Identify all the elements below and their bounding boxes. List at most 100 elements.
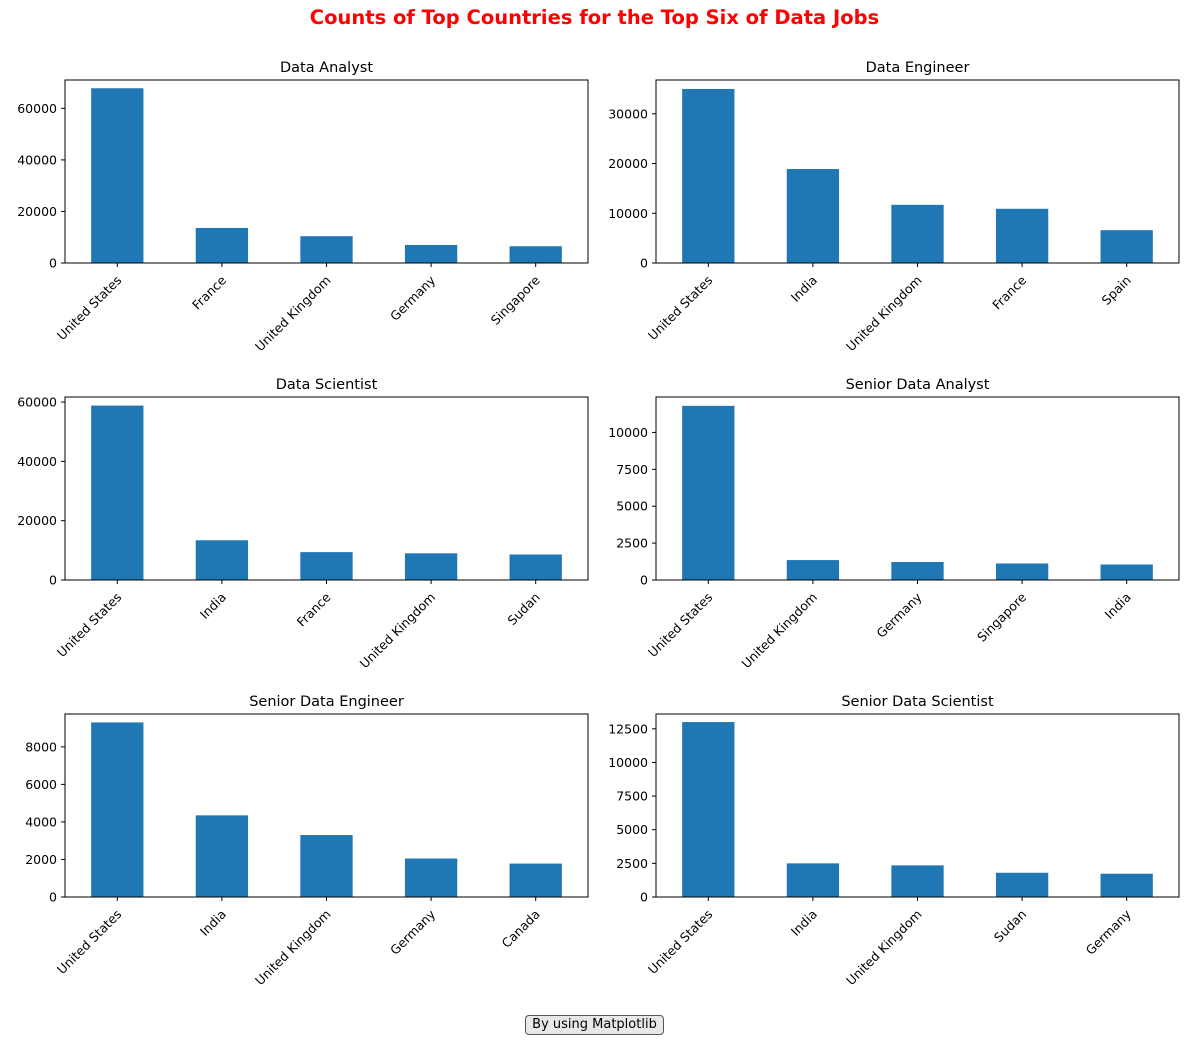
x-tick-label: United States [645, 273, 715, 343]
x-tick-label: Germany [387, 272, 439, 324]
y-tick-label: 4000 [25, 814, 57, 829]
x-tick-label: United States [54, 907, 124, 977]
bar-4 [404, 858, 458, 897]
x-tick-label: United States [54, 273, 124, 343]
x-tick-label: France [294, 589, 334, 629]
bar-2 [195, 815, 249, 897]
y-tick-label: 2500 [616, 536, 648, 551]
chart-title: Data Engineer [866, 60, 970, 76]
bar-5 [1100, 873, 1153, 897]
y-tick-label: 7500 [616, 789, 648, 804]
chart-panel-1: Data Analyst 0 20000 40000 60000 United State… [17, 60, 589, 355]
x-tick-label: Sudan [991, 907, 1029, 945]
bar-3 [891, 865, 944, 897]
bar-4 [404, 244, 458, 263]
bar-2 [195, 227, 249, 263]
bar-2 [786, 560, 840, 580]
bar-1 [682, 722, 735, 897]
chart-panel-5: Senior Data Engineer 0 2000 4000 6000 8000 Uni… [25, 694, 589, 989]
y-tick-label: 2000 [25, 852, 57, 867]
bar-2 [786, 863, 840, 897]
y-tick-label: 0 [640, 256, 648, 271]
y-tick-label: 0 [49, 573, 57, 588]
x-tick-label: Spain [1099, 273, 1134, 308]
bar-5 [1100, 564, 1153, 580]
y-tick-label: 40000 [17, 152, 57, 167]
x-tick-label: Singapore [488, 272, 543, 327]
bar-5 [509, 246, 562, 263]
y-tick-label: 12500 [608, 721, 648, 736]
bar-1 [91, 88, 144, 263]
chart-panel-3: Data Scientist 0 20000 40000 60000 United Sta… [17, 377, 589, 672]
y-tick-label: 8000 [25, 739, 57, 754]
bar-1 [682, 405, 735, 580]
bar-3 [300, 236, 353, 263]
x-tick-label: United States [645, 590, 715, 660]
x-tick-label: India [788, 907, 820, 939]
y-tick-label: 30000 [608, 106, 648, 121]
x-tick-label: Sudan [504, 590, 542, 628]
x-tick-label: Canada [499, 907, 543, 951]
x-tick-label: France [189, 272, 229, 312]
chart-panel-4: Senior Data Analyst 0 2500 5000 7500 10000 Uni… [608, 377, 1180, 672]
x-tick-label: United States [645, 907, 715, 977]
y-tick-label: 10000 [608, 425, 648, 440]
x-tick-label: India [197, 907, 229, 939]
x-tick-label: Germany [1083, 906, 1135, 958]
footer-note: By using Matplotlib [525, 1015, 664, 1035]
bar-3 [300, 552, 353, 580]
chart-title: Data Analyst [280, 60, 373, 76]
bar-5 [1100, 230, 1153, 263]
figure-suptitle: Counts of Top Countries for the Top Six … [309, 6, 880, 29]
y-tick-label: 10000 [608, 206, 648, 221]
x-tick-label: United States [54, 590, 124, 660]
x-tick-label: Germany [873, 589, 925, 641]
bar-4 [404, 553, 458, 580]
x-tick-label: India [1102, 590, 1134, 622]
y-tick-label: 0 [49, 256, 57, 271]
x-tick-label: United Kingdom [738, 590, 820, 672]
y-tick-label: 0 [640, 573, 648, 588]
chart-panel-6: Senior Data Scientist 0 2500 5000 7500 10000 1… [608, 694, 1180, 989]
bar-1 [91, 405, 144, 580]
chart-panel-2: Data Engineer 0 10000 20000 30000 United Stat… [608, 60, 1180, 355]
x-tick-label: Germany [387, 906, 439, 958]
y-tick-label: 60000 [17, 101, 57, 116]
x-tick-label: United Kingdom [843, 907, 925, 989]
chart-title: Senior Data Scientist [841, 694, 994, 710]
chart-title: Data Scientist [276, 377, 378, 393]
bar-2 [786, 169, 840, 263]
x-tick-label: United Kingdom [357, 590, 439, 672]
bar-2 [195, 540, 249, 580]
y-tick-label: 20000 [17, 513, 57, 528]
bar-4 [995, 208, 1049, 263]
x-tick-label: United Kingdom [843, 273, 925, 355]
y-tick-label: 10000 [608, 755, 648, 770]
y-tick-label: 0 [49, 890, 57, 905]
y-tick-label: 6000 [25, 777, 57, 792]
y-tick-label: 40000 [17, 454, 57, 469]
bar-4 [995, 563, 1049, 580]
y-tick-label: 0 [640, 890, 648, 905]
y-tick-label: 5000 [616, 822, 648, 837]
x-tick-label: United Kingdom [252, 907, 334, 989]
chart-title: Senior Data Engineer [249, 694, 404, 710]
y-tick-label: 20000 [608, 156, 648, 171]
bar-3 [891, 204, 944, 263]
bar-1 [682, 88, 735, 264]
x-tick-label: Singapore [974, 589, 1029, 644]
y-tick-label: 20000 [17, 204, 57, 219]
x-tick-label: India [197, 590, 229, 622]
y-tick-label: 7500 [616, 462, 648, 477]
bar-5 [509, 863, 562, 897]
bar-3 [891, 561, 944, 580]
x-tick-label: United Kingdom [252, 273, 334, 355]
y-tick-label: 60000 [17, 395, 57, 410]
bar-3 [300, 835, 353, 897]
x-tick-label: India [788, 273, 820, 305]
x-tick-label: France [989, 272, 1029, 312]
bar-1 [91, 722, 144, 897]
bar-4 [995, 872, 1049, 897]
y-tick-label: 5000 [616, 499, 648, 514]
